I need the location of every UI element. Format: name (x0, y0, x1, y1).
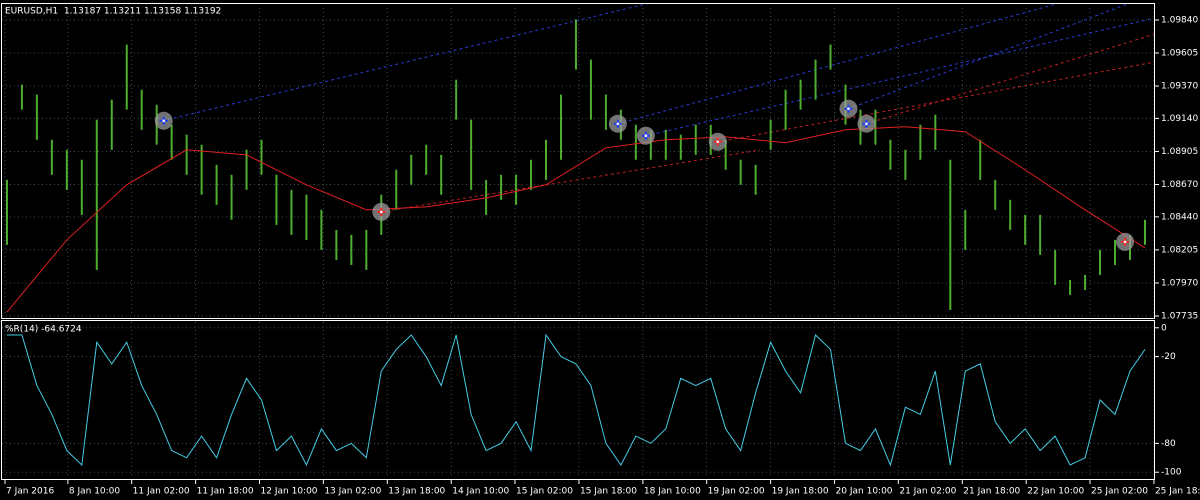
x-tick-label: 12 Jan 10:00 (261, 487, 318, 497)
trend-line (379, 149, 761, 213)
signal-dot (644, 134, 648, 138)
signal-marker (857, 114, 876, 133)
signal-dot (616, 122, 620, 126)
y-tick-label: -100 (1161, 468, 1182, 478)
signal-marker (608, 114, 627, 133)
signal-dot (865, 122, 868, 126)
y-tick-label: 1.08905 (1161, 147, 1198, 157)
y-tick-label: 1.07735 (1161, 312, 1198, 322)
y-tick-label: 1.09840 (1161, 15, 1198, 25)
signal-marker (708, 132, 727, 151)
x-tick-label: 11 Jan 18:00 (197, 487, 254, 497)
signal-marker (154, 111, 173, 130)
x-tick-label: 15 Jan 02:00 (516, 487, 573, 497)
indicator-line (6, 333, 1146, 467)
x-tick-label: 13 Jan 02:00 (324, 487, 381, 497)
x-tick-label: 22 Jan 10:00 (1027, 487, 1084, 497)
x-tick-label: 15 Jan 18:00 (580, 487, 637, 497)
signal-dot (379, 210, 383, 214)
y-tick-label: 1.08670 (1161, 180, 1198, 190)
indicator-pane-title: %R(14) -64.6724 (5, 325, 82, 335)
x-tick-label: 19 Jan 02:00 (708, 487, 765, 497)
x-tick-label: 14 Jan 10:00 (452, 487, 509, 497)
signal-dot (1123, 240, 1127, 244)
trend-line (847, 2, 1131, 110)
grid-layer (2, 8, 1155, 478)
price-pane-title: EURUSD,H1 1.13187 1.13211 1.13158 1.1319… (5, 7, 221, 17)
signal-marker (636, 126, 655, 145)
y-tick-label: 1.08440 (1161, 212, 1198, 222)
y-tick-label: 1.08205 (1161, 245, 1198, 255)
y-tick-label: 1.09370 (1161, 82, 1198, 92)
x-tick-label: 11 Jan 02:00 (133, 487, 190, 497)
y-tick-label: -80 (1161, 439, 1176, 449)
y-tick-label: 1.07970 (1161, 278, 1198, 288)
signal-dot (162, 119, 166, 123)
trend-line (716, 61, 1156, 143)
y-tick-label: 0 (1161, 323, 1167, 333)
trend-lines (161, 2, 1156, 213)
x-tick-label: 21 Jan 18:00 (963, 487, 1020, 497)
x-tick-label: 20 Jan 10:00 (836, 487, 893, 497)
trend-line (616, 2, 1061, 125)
x-tick-label: 7 Jan 2016 (6, 487, 54, 497)
trend-line (865, 33, 1156, 125)
y-tick-label: 1.09605 (1161, 49, 1198, 59)
signal-dot (847, 107, 850, 110)
x-tick-label: 8 Jan 10:00 (69, 487, 121, 497)
y-tick-label: 1.09140 (1161, 114, 1198, 124)
price-pane-frame (1, 3, 1155, 319)
x-tick-label: 13 Jan 18:00 (388, 487, 445, 497)
y-tick-label: -20 (1161, 352, 1176, 362)
signal-marker (839, 99, 858, 118)
x-tick-label: 19 Jan 18:00 (772, 487, 829, 497)
signal-marker (1116, 232, 1135, 251)
x-tick-label: 21 Jan 02:00 (899, 487, 956, 497)
x-tick-label: 18 Jan 10:00 (644, 487, 701, 497)
signal-dot (716, 140, 720, 144)
x-tick-label: 25 Jan 18:00 (1155, 487, 1200, 497)
signal-marker (372, 202, 391, 221)
marks (5, 19, 1146, 467)
moving-average (6, 126, 1146, 313)
x-tick-label: 25 Jan 02:00 (1091, 487, 1148, 497)
indicator-pane-frame (1, 320, 1155, 480)
